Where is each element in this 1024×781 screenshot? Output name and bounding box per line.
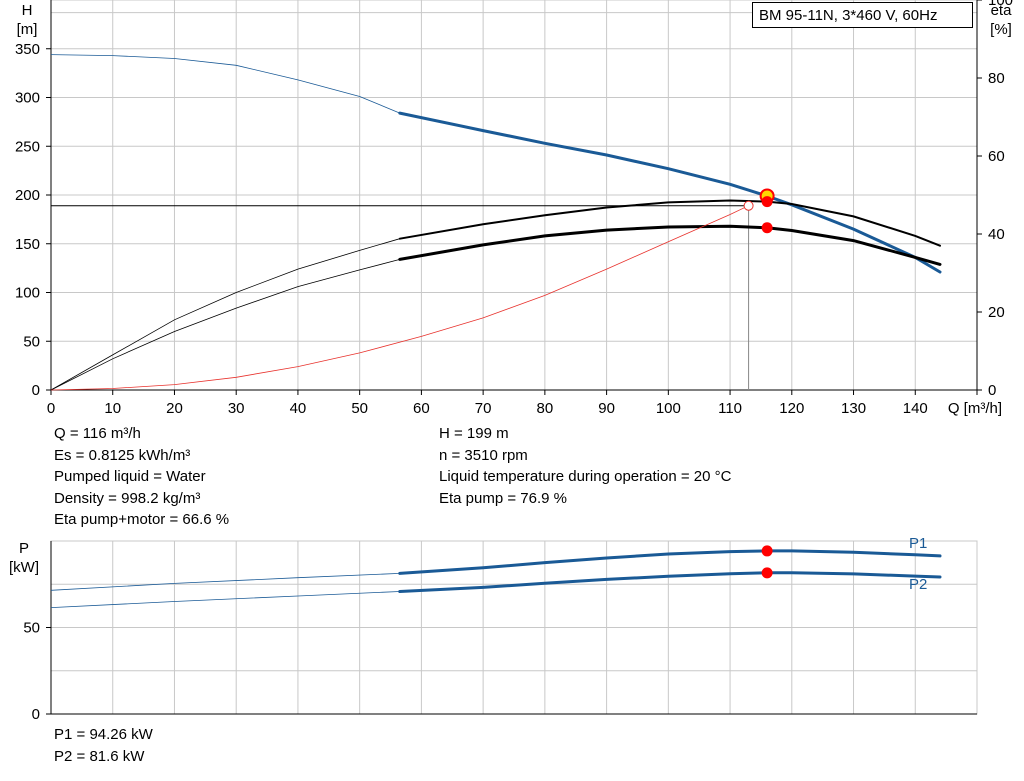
operating-point-markers [743, 188, 775, 579]
curve-npsh-thin [50, 205, 749, 391]
y-axis-label: H [m] [17, 2, 38, 38]
info-p1: P1 = 94.26 kW [54, 726, 153, 743]
curve-head-thick [398, 111, 942, 274]
info-eta-pump: Eta pump = 76.9 % [439, 489, 567, 507]
main-chart-curves [50, 54, 942, 391]
y2-tick-label: 100 [988, 0, 1013, 9]
info-right: H = 199 m n = 3510 rpm Liquid temperatur… [439, 423, 731, 509]
info-temp: Liquid temperature during operation = 20… [439, 468, 732, 485]
y-tick-label: 200 [15, 187, 40, 204]
x-tick-label: 70 [475, 400, 492, 417]
curve-eff_total-thin [50, 225, 941, 391]
curve-p2-thin [50, 572, 941, 608]
y-tick-label: 150 [15, 236, 40, 253]
npsh-point-marker [743, 200, 754, 211]
axis-labels: H [m] eta [%] P [kW] Q [m³/h] [9, 2, 1012, 576]
curve-head-thin [50, 54, 941, 273]
x-tick-label: 100 [656, 400, 681, 417]
y-tick-label: 50 [23, 333, 40, 350]
y-tick-label: 300 [15, 90, 40, 107]
x-tick-label: 130 [841, 400, 866, 417]
main-chart-grid [51, 0, 978, 390]
y2-tick-label: 0 [988, 382, 996, 399]
info-p2: P2 = 81.6 kW [54, 747, 145, 765]
eff-point-marker-1 [761, 196, 773, 208]
y-tick-label: 250 [15, 138, 40, 155]
x-tick-label: 90 [598, 400, 615, 417]
x-tick-label: 80 [537, 400, 554, 417]
y2-tick-label: 60 [988, 148, 1005, 165]
info-n: n = 3510 rpm [439, 446, 528, 464]
info-liquid: Pumped liquid = Water [54, 468, 206, 485]
x-tick-label: 140 [903, 400, 928, 417]
info-bottom: P1 = 94.26 kW P2 = 81.6 kW [54, 724, 153, 767]
info-eta-total: Eta pump+motor = 66.6 % [54, 511, 230, 528]
y-tick-label: 0 [32, 382, 40, 399]
legend-p1: P1 [909, 535, 927, 552]
info-left: Q = 116 m³/h Es = 0.8125 kWh/m³ Pumped l… [54, 423, 229, 531]
info-density: Density = 998.2 kg/m³ [54, 489, 201, 507]
tick-labels: 0 10 20 30 40 50 60 70 80 90 100 110 120 130 140 0 50 100… [15, 0, 1013, 723]
x-tick-label: 40 [290, 400, 307, 417]
y2-tick-label: 40 [988, 226, 1005, 243]
x-tick-label: 10 [104, 400, 121, 417]
x-tick-label: 0 [47, 400, 55, 417]
curve-eff_pump-thin [50, 200, 941, 391]
power-chart-grid [50, 540, 978, 715]
y2-tick-label: 80 [988, 70, 1005, 87]
power-chart-curves: P1 P2 [50, 535, 942, 608]
x-tick-label: 20 [166, 400, 183, 417]
power-y-axis-label: P [kW] [9, 540, 39, 576]
x-tick-label: 120 [779, 400, 804, 417]
curve-eff_total-thick [398, 224, 942, 266]
curve-p1-thick [398, 549, 942, 575]
y2-axis-label: eta [%] [990, 2, 1012, 38]
chart-title: BM 95-11N, 3*460 V, 60Hz [752, 2, 973, 28]
y2-tick-label: 20 [988, 304, 1005, 321]
power-y-tick-label: 50 [23, 620, 40, 637]
x-tick-label: 30 [228, 400, 245, 417]
curve-p2-thick [398, 571, 942, 593]
eff-point-marker-2 [761, 222, 773, 234]
x-tick-label: 50 [351, 400, 368, 417]
x-axis-label: Q [m³/h] [948, 400, 1002, 417]
chart-axes [46, 0, 982, 715]
y-tick-label: 350 [15, 41, 40, 58]
x-tick-label: 60 [413, 400, 430, 417]
info-q: Q = 116 m³/h [54, 425, 141, 442]
info-h: H = 199 m [439, 425, 509, 442]
x-tick-label: 110 [718, 400, 742, 417]
curve-eff_pump-thick [398, 199, 941, 247]
power-point-marker-1 [761, 567, 773, 579]
power-point-marker-0 [761, 545, 773, 557]
legend-p2: P2 [909, 576, 927, 593]
info-es: Es = 0.8125 kWh/m³ [54, 446, 191, 464]
y-tick-label: 100 [15, 285, 40, 302]
power-y-tick-label: 0 [32, 706, 40, 723]
